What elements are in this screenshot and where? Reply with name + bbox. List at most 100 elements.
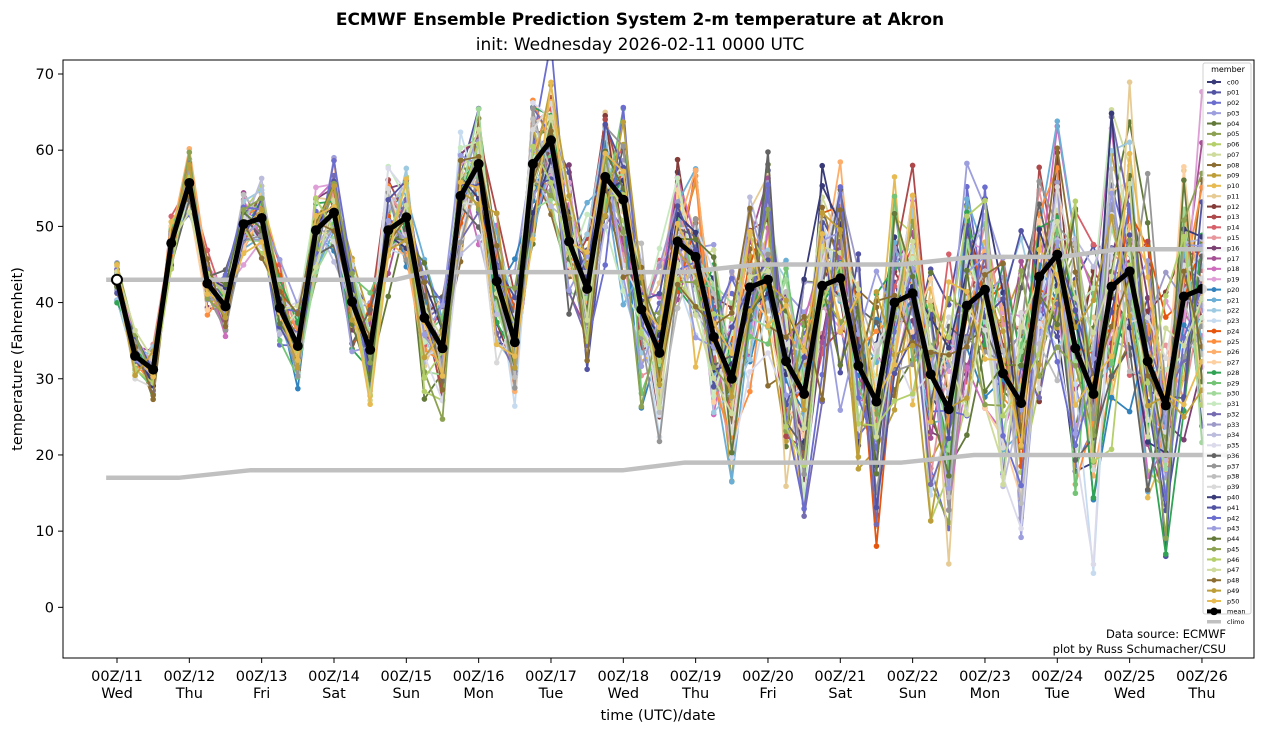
member-point xyxy=(1181,394,1187,400)
member-point xyxy=(385,186,392,192)
member-point xyxy=(1108,373,1115,379)
legend-marker xyxy=(1211,79,1217,85)
member-point xyxy=(204,256,211,262)
member-point xyxy=(855,395,862,401)
member-point xyxy=(837,328,844,335)
legend-marker xyxy=(1211,473,1217,479)
member-point xyxy=(1181,401,1187,408)
legend-marker xyxy=(1211,204,1217,210)
member-point xyxy=(765,257,771,264)
member-point xyxy=(1144,494,1151,501)
y-tick-label: 20 xyxy=(36,448,54,464)
plot-credit-note: plot by Russ Schumacher/CSU xyxy=(1053,642,1226,656)
member-point xyxy=(783,302,789,309)
member-point xyxy=(1090,285,1097,291)
member-point xyxy=(783,257,789,264)
legend-label: p10 xyxy=(1227,182,1239,190)
x-tick-label-time: 00Z/17 xyxy=(525,669,577,685)
mean-point xyxy=(292,340,303,351)
legend-label: p33 xyxy=(1227,421,1239,429)
member-point xyxy=(204,295,211,302)
member-point xyxy=(873,342,880,348)
member-point xyxy=(475,234,482,240)
member-point xyxy=(584,211,590,218)
member-point xyxy=(927,298,934,304)
mean-point xyxy=(111,273,123,286)
member-point xyxy=(656,290,663,297)
legend-marker xyxy=(1211,567,1217,573)
member-point xyxy=(457,239,464,245)
chart-subtitle: init: Wednesday 2026-02-11 0000 UTC xyxy=(476,35,804,55)
member-point xyxy=(1036,178,1043,185)
legend-label: p15 xyxy=(1227,234,1239,242)
y-tick-label: 0 xyxy=(45,600,54,616)
member-point xyxy=(873,504,880,511)
member-point xyxy=(584,357,590,364)
legend: member c00 p01 p02 p03 p04 p05 p06 p07 p08 p09 p10… xyxy=(1202,62,1252,626)
member-point xyxy=(964,411,970,418)
member-point xyxy=(1018,442,1024,448)
member-point xyxy=(964,364,970,371)
legend-marker xyxy=(1211,390,1217,396)
x-axis: 00Z/11Wed00Z/12Thu00Z/13Fri00Z/14Sat00Z/… xyxy=(91,658,1228,702)
member-point xyxy=(855,251,862,257)
member-point xyxy=(313,195,319,201)
member-point xyxy=(747,274,753,280)
member-point xyxy=(692,167,699,174)
chart-title: ECMWF Ensemble Prediction System 2-m tem… xyxy=(336,10,944,30)
member-point xyxy=(1144,314,1151,321)
legend-marker xyxy=(1211,224,1217,230)
legend-marker xyxy=(1211,401,1217,407)
member-point xyxy=(295,373,301,379)
member-point xyxy=(258,255,265,261)
member-point xyxy=(132,327,138,334)
member-point xyxy=(638,240,645,247)
member-point xyxy=(819,209,826,216)
member-point xyxy=(367,401,373,408)
member-point xyxy=(276,331,283,337)
member-point xyxy=(674,281,681,288)
legend-marker xyxy=(1211,141,1217,147)
member-point xyxy=(692,303,699,310)
member-point xyxy=(1126,237,1133,243)
member-point xyxy=(783,289,789,295)
legend-item-c00: c00 xyxy=(1207,78,1239,86)
member-point xyxy=(385,196,392,203)
member-point xyxy=(674,203,681,209)
member-point xyxy=(1090,561,1097,568)
legend-marker xyxy=(1211,349,1217,355)
legend-label: p22 xyxy=(1227,307,1239,315)
x-tick-label-day: Fri xyxy=(759,686,776,702)
member-point xyxy=(891,174,898,180)
member-point xyxy=(421,388,428,395)
member-point xyxy=(747,333,753,340)
member-point xyxy=(801,276,807,283)
member-point xyxy=(1054,239,1061,246)
legend-item-p06: p06 xyxy=(1207,141,1239,149)
member-point xyxy=(1036,201,1043,208)
legend-label: p29 xyxy=(1227,379,1239,387)
x-tick-label-day: Tue xyxy=(1044,686,1070,702)
member-point xyxy=(331,259,337,265)
member-point xyxy=(982,401,988,408)
member-point xyxy=(837,159,844,165)
member-point xyxy=(240,250,247,257)
member-point xyxy=(403,165,410,172)
member-point xyxy=(783,423,789,430)
member-point xyxy=(493,210,500,217)
member-point xyxy=(747,253,753,259)
x-tick-label-day: Mon xyxy=(463,686,494,702)
member-point xyxy=(602,116,609,123)
y-tick-label: 40 xyxy=(36,296,54,312)
legend-marker xyxy=(1211,235,1217,241)
member-point xyxy=(1054,344,1061,351)
member-point xyxy=(313,264,319,271)
member-point xyxy=(566,287,572,294)
member-point xyxy=(1018,525,1024,532)
legend-item-p34: p34 xyxy=(1207,431,1239,439)
member-point xyxy=(602,121,609,128)
member-point xyxy=(1144,274,1151,280)
member-point xyxy=(801,513,807,519)
member-point xyxy=(964,288,970,295)
member-point xyxy=(457,144,464,151)
